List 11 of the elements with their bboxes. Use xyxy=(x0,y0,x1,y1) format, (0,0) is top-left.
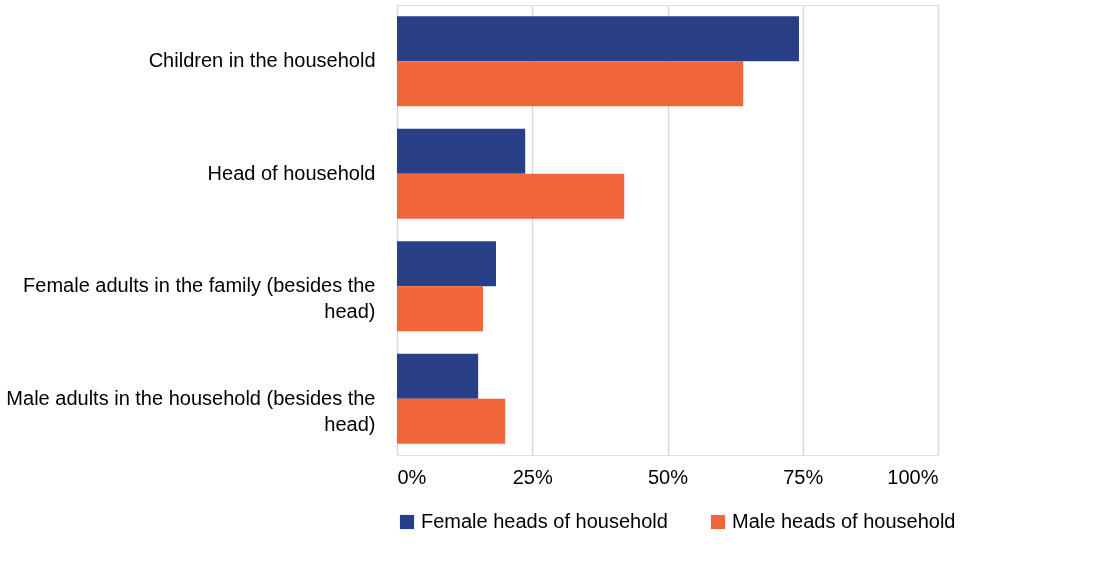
legend-label: Female heads of household xyxy=(421,510,668,532)
y-tick-label: Children in the household xyxy=(148,49,376,72)
y-tick-label: Male adults in the household (besides the head) xyxy=(6,386,376,435)
x-tick-label: 0% xyxy=(397,465,427,488)
x-tick-label: 100% xyxy=(887,465,939,488)
legend-label: Male heads of household xyxy=(732,510,956,532)
x-tick-label: 50% xyxy=(647,465,689,488)
x-tick-label: 75% xyxy=(783,465,824,488)
y-tick-label: Head of household xyxy=(207,161,376,184)
y-tick-label: Female adults in the family (besides the head) xyxy=(23,274,376,323)
x-tick-label: 25% xyxy=(512,465,553,488)
